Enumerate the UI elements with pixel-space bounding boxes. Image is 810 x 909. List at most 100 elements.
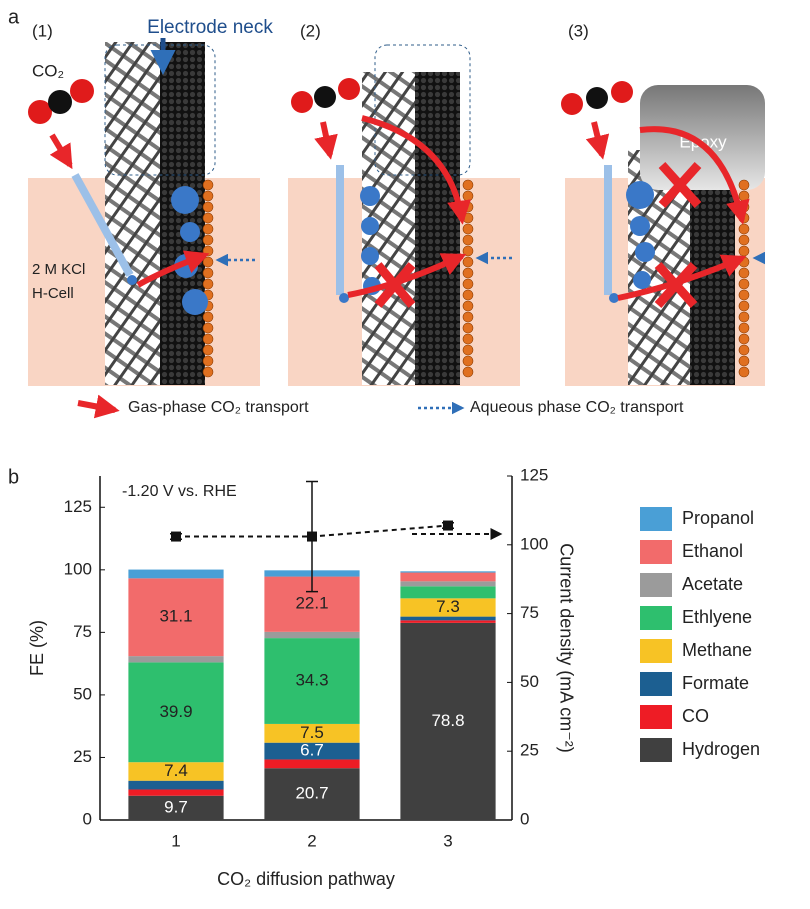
y2-tick-label: 25 (520, 741, 539, 760)
y-tick-label: 125 (64, 497, 92, 516)
y2-tick-label: 75 (520, 603, 539, 622)
catalyst-particle (202, 311, 214, 323)
bar-segment (128, 578, 224, 657)
catalyst-particle (202, 190, 214, 202)
catalyst-particle (202, 333, 214, 345)
bar-segment (400, 598, 496, 617)
data-label: 31.1 (159, 607, 192, 626)
catalyst-particle (738, 179, 750, 191)
data-label: 7.3 (436, 597, 460, 616)
legend-label: Ethanol (682, 541, 743, 561)
catalyst-particle (738, 267, 750, 279)
legend-swatch (640, 672, 672, 696)
catalyst-particle (738, 289, 750, 301)
catalyst-particle (202, 278, 214, 290)
co2-label: CO₂ (32, 61, 64, 80)
legend-swatch (640, 639, 672, 663)
catalyst-particle (202, 179, 214, 191)
catalyst-particle (202, 344, 214, 356)
bar-segment (128, 795, 224, 820)
catalyst-particle (462, 190, 474, 202)
legend-label: Ethlyene (682, 607, 752, 627)
catalyst-particle (738, 300, 750, 312)
catalyst-particle (462, 179, 474, 191)
catalyst-particle (462, 333, 474, 345)
catalyst-particle (462, 234, 474, 246)
legend-label: Propanol (682, 508, 754, 528)
bar-segment (400, 586, 496, 599)
y2-tick-label: 0 (520, 809, 529, 828)
neck-label: Electrode neck (147, 17, 273, 38)
catalyst-particle (462, 278, 474, 290)
bar-segment (264, 638, 360, 724)
catalyst-particle (462, 300, 474, 312)
bar-segment (264, 723, 360, 743)
catalyst-particle (738, 245, 750, 257)
panel-label: b (8, 466, 19, 488)
bar-segment (400, 571, 496, 573)
x-axis-label: CO₂ diffusion pathway (217, 869, 395, 889)
catalyst-particle (202, 223, 214, 235)
current-density-point (171, 531, 181, 542)
current-density-point (307, 531, 317, 542)
catalyst-particle (462, 267, 474, 279)
catalyst-particle (462, 322, 474, 334)
y-tick-label: 75 (73, 622, 92, 641)
electrode (415, 72, 460, 385)
data-label: 6.7 (300, 741, 324, 760)
catalyst-particle (462, 355, 474, 367)
y2-axis-label: Current density (mA cm⁻²) (556, 543, 576, 753)
catalyst-particle (738, 223, 750, 235)
legend-swatch (640, 705, 672, 729)
co2-molecules (28, 78, 633, 124)
catalyst-particle (462, 311, 474, 323)
blocked-marks (374, 161, 702, 309)
data-label: 78.8 (431, 711, 464, 730)
y-tick-label: 25 (73, 747, 92, 766)
x-tick-label: 2 (307, 831, 316, 850)
legend-label: Acetate (682, 574, 743, 594)
current-density-point (443, 520, 453, 531)
bar-segment (264, 631, 360, 639)
catalyst-particle (462, 366, 474, 378)
electrolyte-label: H-Cell (32, 285, 74, 302)
bar-segment (128, 569, 224, 579)
catalyst-particle (202, 234, 214, 246)
legend-label: Formate (682, 673, 749, 693)
bar-segment (128, 662, 224, 763)
legend-swatch (640, 540, 672, 564)
bar-segment (264, 768, 360, 820)
panel-b: b -1.20 V vs. RHE CO₂ diffusion pathway … (8, 465, 760, 888)
catalyst-particle (738, 366, 750, 378)
legend-text: Aqueous phase CO₂ transport (470, 399, 684, 416)
panel-label: a (8, 6, 20, 28)
bar-segment (400, 572, 496, 582)
legend-swatch (640, 573, 672, 597)
gas-diffusion-layer (105, 42, 167, 385)
y2-tick-label: 100 (520, 534, 548, 553)
legend-swatch (640, 606, 672, 630)
bar-segment (128, 780, 224, 790)
catalyst-particle (202, 366, 214, 378)
y2-tick-label: 125 (520, 465, 548, 484)
panel-a: Epoxy a (1) (2) (3) Electrode neck CO₂ 2… (8, 6, 765, 419)
catalyst-particle (738, 234, 750, 246)
x-tick-label: 3 (443, 831, 452, 850)
neck-box (104, 44, 216, 176)
catalyst-particle (738, 190, 750, 202)
bar-segment (400, 622, 496, 820)
step-label: (1) (32, 21, 53, 40)
catalyst-particle (462, 344, 474, 356)
bar-segment (128, 789, 224, 796)
epoxy (640, 85, 765, 190)
data-label: 34.3 (295, 671, 328, 690)
catalyst-particle (738, 322, 750, 334)
catalyst-particle (462, 256, 474, 268)
catalyst-particle (738, 278, 750, 290)
legend-label: Hydrogen (682, 739, 760, 759)
bar-segment (400, 581, 496, 587)
legend-text: Gas-phase CO₂ transport (128, 399, 309, 416)
annotation: -1.20 V vs. RHE (122, 483, 237, 500)
data-label: 22.1 (295, 594, 328, 613)
